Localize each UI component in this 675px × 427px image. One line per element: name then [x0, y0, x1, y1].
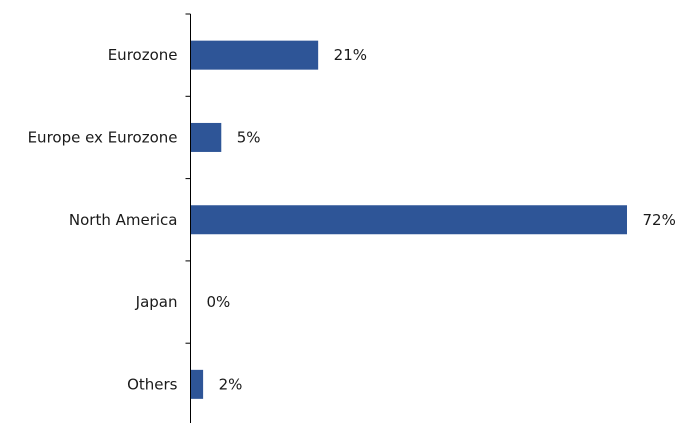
bars-layer: [191, 41, 627, 399]
category-label: Others: [127, 375, 178, 393]
bar-others: [191, 370, 203, 399]
data-label: 21%: [334, 46, 367, 64]
category-label: Europe ex Eurozone: [28, 128, 178, 146]
data-label: 72%: [643, 211, 675, 229]
y-axis: [186, 14, 191, 423]
bar-europe-ex-eurozone: [191, 123, 221, 152]
category-label: North America: [69, 211, 178, 229]
data-label: 0%: [207, 293, 231, 311]
bar-north-america: [191, 205, 627, 234]
category-label: Eurozone: [108, 46, 178, 64]
category-label: Japan: [135, 293, 178, 311]
data-label: 2%: [219, 375, 243, 393]
data-label: 5%: [237, 128, 261, 146]
bar-eurozone: [191, 41, 318, 70]
